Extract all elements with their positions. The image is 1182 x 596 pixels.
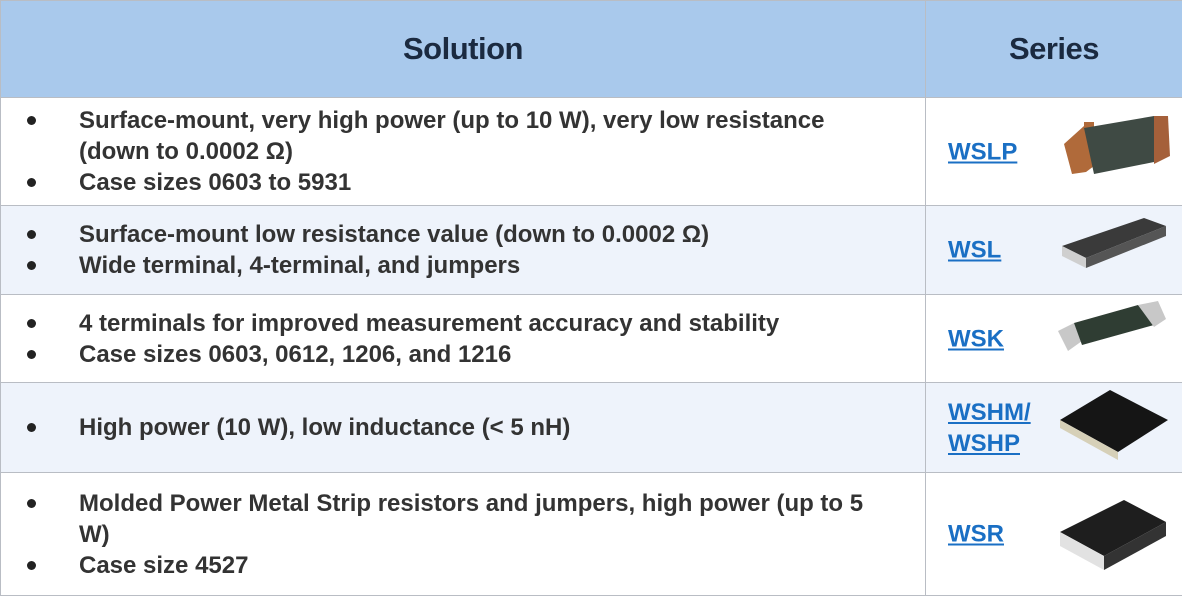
bullet-item: Case sizes 0603, 0612, 1206, and 1216 bbox=[79, 339, 865, 370]
solution-cell: Molded Power Metal Strip resistors and j… bbox=[1, 473, 926, 596]
component-image bbox=[1054, 390, 1174, 466]
series-cell: WSHM/WSHP bbox=[926, 383, 1182, 473]
table-row: Surface-mount, very high power (up to 10… bbox=[1, 98, 1182, 206]
component-image bbox=[1054, 496, 1174, 572]
series-link[interactable]: WSLP bbox=[948, 136, 1017, 167]
solution-cell: Surface-mount low resistance value (down… bbox=[1, 206, 926, 295]
solution-cell: Surface-mount, very high power (up to 10… bbox=[1, 98, 926, 206]
table-row: Surface-mount low resistance value (down… bbox=[1, 206, 1182, 295]
component-image bbox=[1054, 301, 1174, 377]
series-link[interactable]: WSHM/WSHP bbox=[948, 397, 1031, 459]
series-link-text[interactable]: WSL bbox=[948, 235, 1001, 266]
series-link-text[interactable]: WSK bbox=[948, 323, 1004, 354]
component-image bbox=[1054, 114, 1174, 190]
series-link-text[interactable]: WSHM/ bbox=[948, 397, 1031, 428]
icon-shape bbox=[1154, 116, 1170, 164]
series-cell: WSR bbox=[926, 473, 1182, 596]
series-link[interactable]: WSL bbox=[948, 235, 1001, 266]
solution-cell: 4 terminals for improved measurement acc… bbox=[1, 295, 926, 383]
series-cell: WSLP bbox=[926, 98, 1182, 206]
header-cell: Solution bbox=[1, 1, 926, 98]
table-row: 4 terminals for improved measurement acc… bbox=[1, 295, 1182, 383]
bullet-item: Surface-mount low resistance value (down… bbox=[79, 219, 865, 250]
icon-shape bbox=[1084, 116, 1154, 174]
series-link-text[interactable]: WSR bbox=[948, 519, 1004, 550]
bullet-item: Surface-mount, very high power (up to 10… bbox=[79, 105, 865, 167]
solution-cell: High power (10 W), low inductance (< 5 n… bbox=[1, 383, 926, 473]
bullet-list: Surface-mount low resistance value (down… bbox=[1, 219, 925, 281]
solutions-table: Solution Series Surface-mount, very high… bbox=[0, 0, 1182, 596]
table-row: High power (10 W), low inductance (< 5 n… bbox=[1, 383, 1182, 473]
icon-shape bbox=[1074, 305, 1154, 345]
bullet-item: Case sizes 0603 to 5931 bbox=[79, 167, 865, 198]
bullet-list: 4 terminals for improved measurement acc… bbox=[1, 308, 925, 370]
page: Solution Series Surface-mount, very high… bbox=[0, 0, 1182, 595]
header-cell: Series bbox=[926, 1, 1182, 98]
series-cell: WSK bbox=[926, 295, 1182, 383]
bullet-item: Molded Power Metal Strip resistors and j… bbox=[79, 488, 865, 550]
table-body: Surface-mount, very high power (up to 10… bbox=[1, 98, 1182, 596]
component-image bbox=[1054, 212, 1174, 288]
icon-shape bbox=[1060, 390, 1168, 452]
bullet-item: Case size 4527 bbox=[79, 550, 865, 581]
bullet-list: High power (10 W), low inductance (< 5 n… bbox=[1, 412, 925, 443]
bullet-item: 4 terminals for improved measurement acc… bbox=[79, 308, 865, 339]
series-link-text[interactable]: WSHP bbox=[948, 428, 1031, 459]
table-row: Molded Power Metal Strip resistors and j… bbox=[1, 473, 1182, 596]
bullet-item: High power (10 W), low inductance (< 5 n… bbox=[79, 412, 865, 443]
bullet-list: Molded Power Metal Strip resistors and j… bbox=[1, 488, 925, 581]
series-link-text[interactable]: WSLP bbox=[948, 136, 1017, 167]
header-row: Solution Series bbox=[1, 1, 1182, 98]
series-cell: WSL bbox=[926, 206, 1182, 295]
bullet-item: Wide terminal, 4-terminal, and jumpers bbox=[79, 250, 865, 281]
bullet-list: Surface-mount, very high power (up to 10… bbox=[1, 105, 925, 198]
series-link[interactable]: WSR bbox=[948, 519, 1004, 550]
series-link[interactable]: WSK bbox=[948, 323, 1004, 354]
